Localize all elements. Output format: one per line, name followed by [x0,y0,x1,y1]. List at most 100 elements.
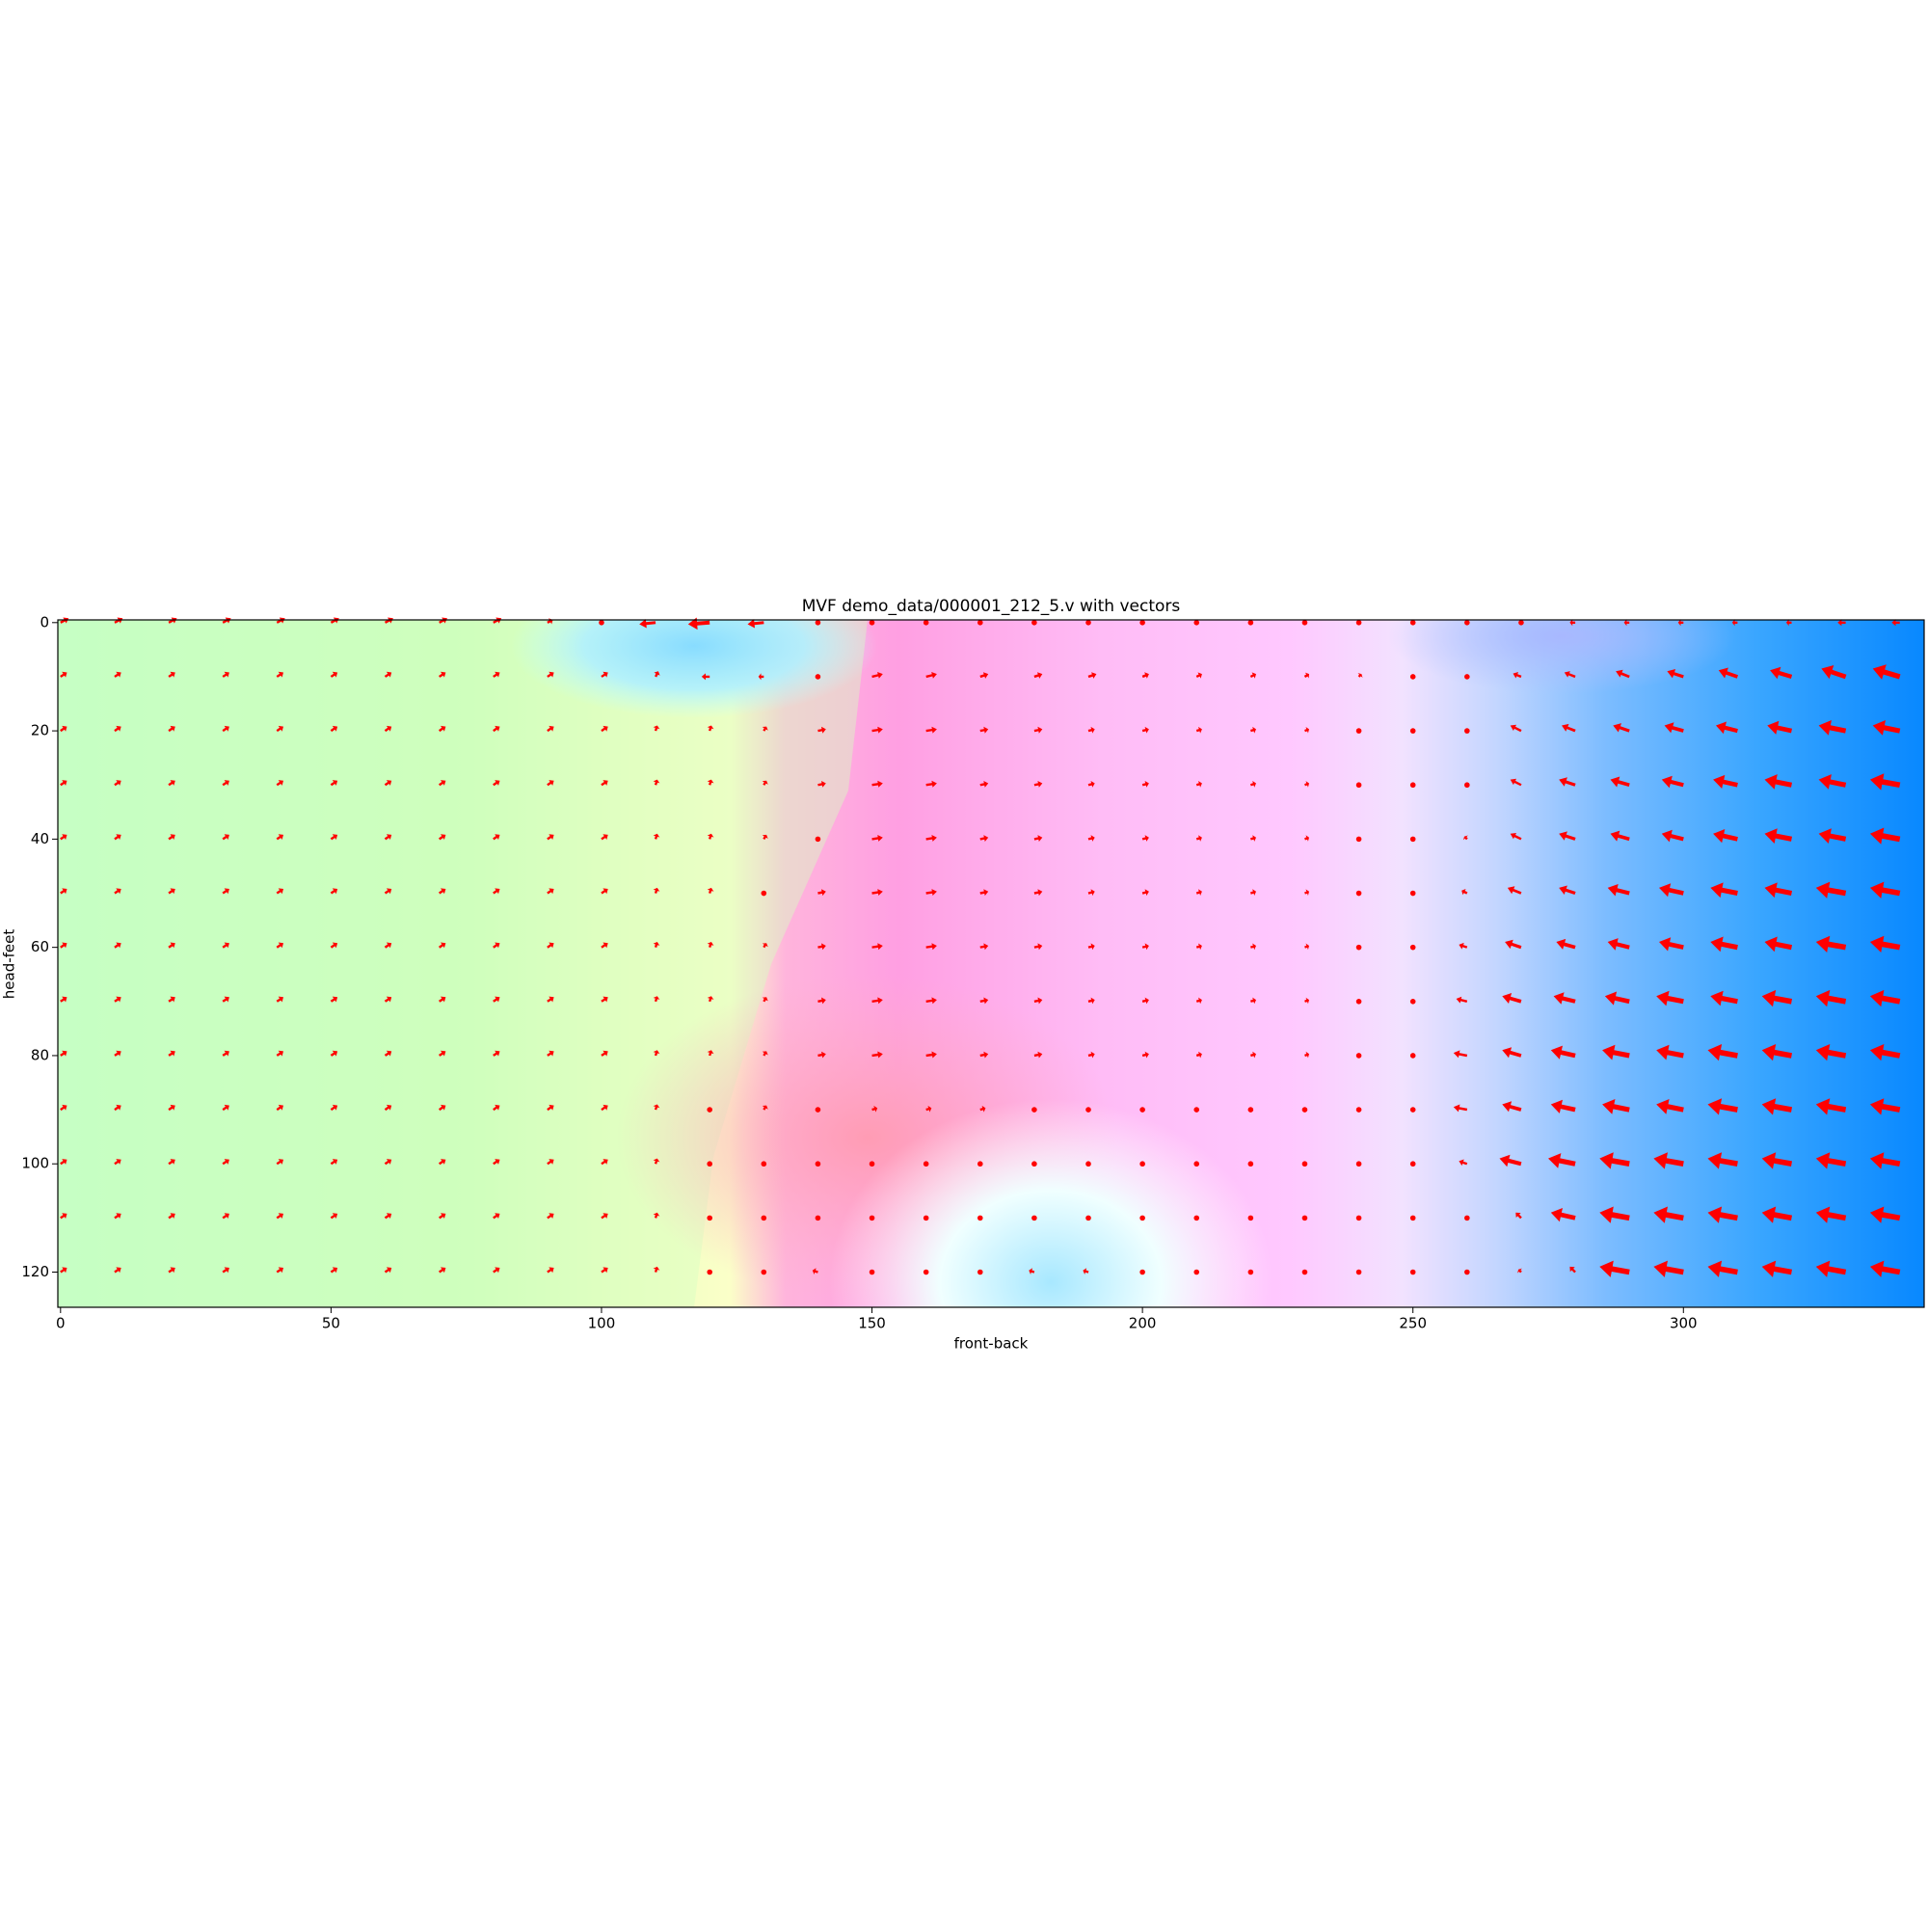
vector-arrow [1653,1260,1684,1277]
vector-dot [1085,1107,1091,1113]
vector-arrow [330,671,338,678]
vector-dot [1355,728,1362,734]
vector-arrow [222,1104,229,1112]
vector-arrow [1502,1047,1522,1059]
vector-arrow [547,725,554,733]
vector-arrow [601,1159,608,1166]
vector-arrow [330,617,339,624]
vector-arrow [114,1159,121,1166]
vector-arrow [925,672,937,679]
vector-arrow [168,725,175,733]
vector-arrow [1764,936,1792,953]
vector-arrow [384,888,392,895]
vector-arrow [1661,829,1684,843]
vector-arrow [1707,1260,1738,1277]
vector-dot [1409,944,1416,951]
vector-arrow [1510,778,1522,787]
vector-arrow [1141,726,1149,734]
motion-image [58,620,1924,1307]
vector-arrow [1087,1051,1095,1059]
vector-arrow [601,725,608,733]
vector-dot [1193,1161,1200,1167]
vector-arrow [601,942,608,949]
vector-arrow [1891,619,1900,627]
vector-arrow [1559,885,1576,895]
vector-dot [1139,1107,1145,1113]
vector-arrow [60,1104,67,1112]
vector-arrow [653,1158,660,1165]
vector-dot [1409,1107,1416,1113]
vector-dot [1031,1107,1037,1113]
vector-dot [761,1161,767,1167]
vector-arrow [1562,723,1576,733]
vector-arrow [1707,1044,1738,1061]
vector-dot [1409,674,1416,680]
vector-arrow [222,671,229,678]
vector-dot [1031,1215,1037,1221]
vector-arrow [1656,1099,1684,1114]
vector-arrow [1083,1268,1089,1275]
x-tick-label: 300 [1670,1315,1698,1332]
vector-arrow [114,834,121,841]
vector-arrow [547,1267,554,1274]
vector-arrow [871,997,883,1005]
vector-arrow [384,725,392,733]
vector-dot [1464,1215,1470,1221]
vector-arrow [1815,1206,1847,1223]
vector-dot [1193,620,1200,626]
vector-arrow [168,996,175,1003]
vector-arrow [1613,723,1630,733]
vector-arrow [1505,939,1522,950]
vector-arrow [384,942,392,949]
vector-arrow [1821,665,1847,680]
vector-dot [1247,1161,1254,1167]
vector-arrow [114,617,123,624]
vector-dot [1301,620,1308,626]
vector-arrow [1718,667,1738,679]
vector-arrow [1453,1050,1468,1059]
vector-arrow [1815,1260,1847,1277]
vector-arrow [1195,781,1202,788]
vector-arrow [493,1267,500,1274]
vector-dot [761,1215,767,1221]
y-tick-label: 80 [31,1046,49,1063]
vector-arrow [1033,943,1043,951]
vector-dot [707,1215,712,1221]
vector-arrow [817,781,826,788]
vector-arrow [1815,881,1847,899]
vector-arrow [925,835,937,842]
x-tick-label: 0 [56,1315,66,1332]
vector-arrow [439,617,447,624]
vector-arrow [1087,672,1097,679]
vector-arrow [979,835,989,842]
vector-arrow [707,779,714,786]
vector-arrow [114,780,121,787]
vector-arrow [653,996,660,1003]
vector-dot [815,836,821,843]
vector-arrow [1599,1206,1630,1223]
vector-arrow [1731,619,1738,627]
vector-arrow [1707,1098,1738,1115]
vector-arrow [60,1213,67,1220]
vector-arrow [1653,1152,1684,1169]
vector-arrow [1515,1212,1522,1220]
vector-arrow [1761,1044,1792,1061]
vector-dot [1355,890,1362,897]
vector-arrow [114,671,121,678]
vector-arrow [1869,773,1901,791]
vector-arrow [114,1267,121,1274]
x-axis-label: front-back [954,1335,1029,1353]
vector-dot [869,620,875,626]
vector-dot [1409,998,1416,1005]
vector-dot [1355,1269,1362,1275]
vector-arrow [1764,882,1792,899]
x-tick-label: 100 [588,1315,616,1332]
vector-arrow [1304,997,1309,1005]
vector-arrow [1707,1206,1738,1223]
vector-arrow [330,725,338,733]
vector-arrow [547,888,554,895]
vector-arrow [762,834,768,840]
vector-arrow [493,617,502,624]
vector-arrow [871,889,883,896]
